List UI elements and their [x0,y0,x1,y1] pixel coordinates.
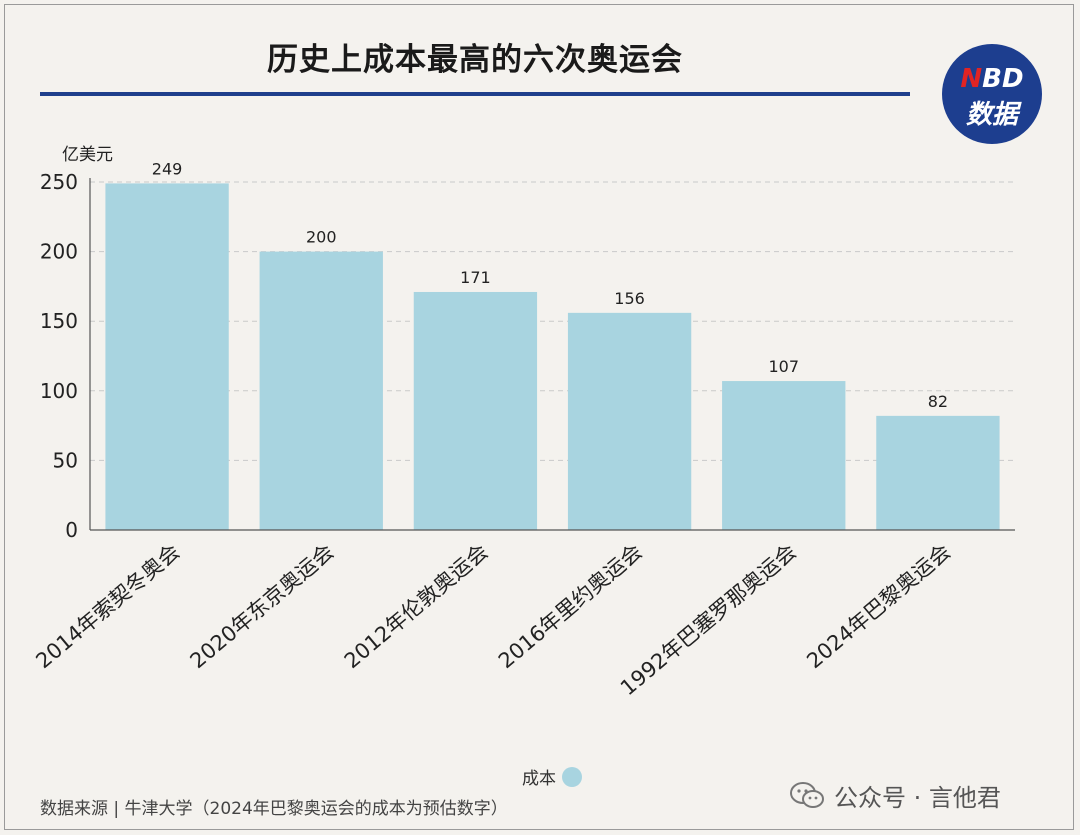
source-note: 数据来源 | 牛津大学（2024年巴黎奥运会的成本为预估数字） [40,799,508,819]
wechat-label: 公众号 · 言他君 [834,784,1001,812]
logo-letters: BD [982,64,1024,94]
bar [567,312,692,530]
bar [105,183,229,530]
logo-subtitle: 数据 [965,100,1018,130]
y-tick-label: 250 [40,170,78,194]
chart-frame [4,4,1074,830]
bar-value-label: 156 [614,289,645,308]
x-tick-label: 2024年巴黎奥运会 [802,539,955,673]
bar [876,415,1000,530]
x-tick-label: 2016年里约奥运会 [494,539,647,673]
bar-value-label: 107 [768,357,799,376]
x-tick-label: 2014年索契冬奥会 [31,539,184,673]
wechat-icon [790,781,824,808]
y-tick-label: 0 [65,518,78,542]
bar-value-label: 249 [152,159,183,178]
x-tick-label: 1992年巴塞罗那奥运会 [616,539,801,700]
bar-value-label: 171 [460,268,491,287]
x-tick-label: 2012年伦敦奥运会 [340,539,493,673]
wechat-watermark: 公众号 · 言他君 [790,778,1001,813]
bar-value-label: 82 [928,392,948,411]
y-tick-label: 200 [40,240,78,264]
bar-value-label: 200 [306,228,337,247]
legend-label: 成本 [522,769,556,789]
nbd-logo: NBD 数据 [942,44,1042,144]
y-tick-label: 50 [53,448,78,472]
bar [722,381,846,530]
chart-title: 历史上成本最高的六次奥运会 [267,42,683,78]
legend: 成本 [522,764,582,789]
logo-accent-letter: N [960,64,983,94]
x-tick-label: 2020年东京奥运会 [186,539,339,673]
y-tick-label: 150 [40,309,78,333]
legend-swatch [562,766,582,787]
bar [413,291,538,530]
y-axis-unit: 亿美元 [62,145,113,165]
bar [259,251,383,530]
y-tick-label: 100 [40,379,78,403]
title-rule [40,92,910,96]
